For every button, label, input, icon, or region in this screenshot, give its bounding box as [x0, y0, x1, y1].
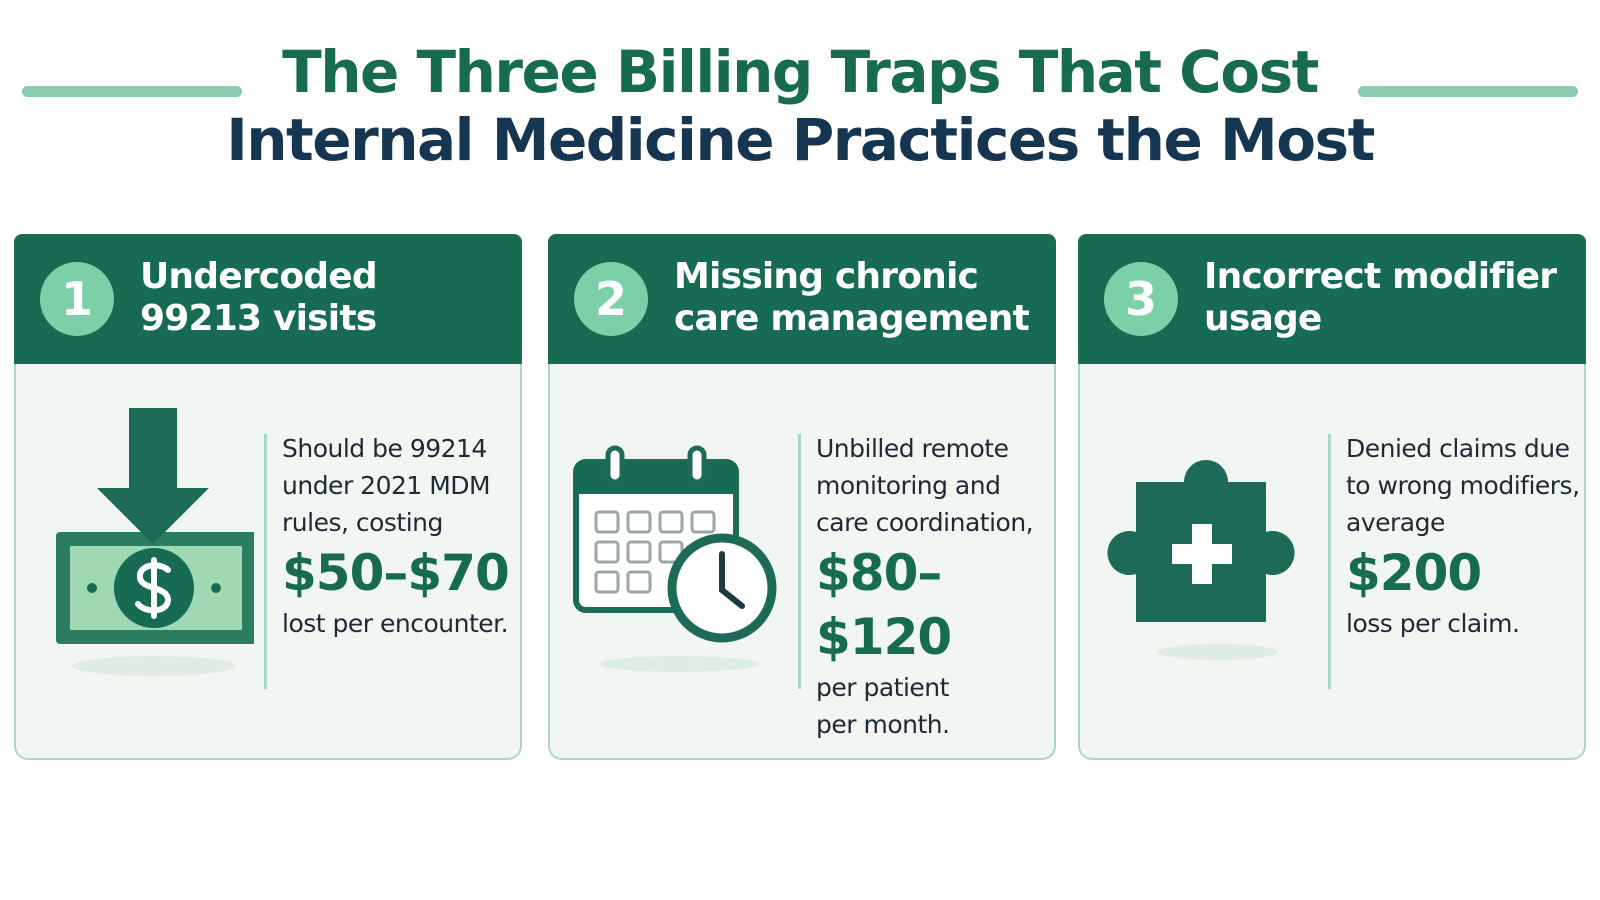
amount: $50–$70: [282, 544, 510, 602]
divider: [798, 434, 801, 689]
heading-line: Incorrect modifier: [1204, 256, 1557, 297]
card-text: Should be 99214 under 2021 MDM rules, co…: [282, 430, 510, 642]
card-heading: Undercoded 99213 visits: [140, 256, 378, 340]
heading-line: Undercoded: [140, 256, 378, 297]
card: 2 Missing chronic care management Unbille…: [548, 234, 1056, 760]
card-heading: Incorrect modifier usage: [1204, 256, 1557, 340]
description-line: to wrong modifiers,: [1346, 471, 1580, 500]
description-line: under 2021 MDM: [282, 471, 491, 500]
money-icon: [56, 408, 254, 676]
tail-line: loss per claim.: [1346, 609, 1520, 638]
card-text: Denied claims due to wrong modifiers, av…: [1346, 430, 1580, 642]
card-heading: Missing chronic care management: [674, 256, 1030, 340]
title-line: Internal Medicine Practices the Most: [226, 106, 1375, 174]
title-rule: [22, 86, 242, 97]
heading-line: Missing chronic: [674, 256, 979, 297]
divider: [264, 434, 267, 689]
amount: $200: [1346, 544, 1482, 602]
description-line: average: [1346, 508, 1445, 537]
description-line: monitoring and: [816, 471, 1001, 500]
divider: [1328, 434, 1331, 689]
card-header: 1 Undercoded 99213 visits: [14, 234, 522, 364]
heading-line: 99213 visits: [140, 298, 377, 339]
card-text: Unbilled remote monitoring and care coor…: [816, 430, 1056, 743]
description-line: rules, costing: [282, 508, 443, 537]
tail-line: lost per encounter.: [282, 609, 509, 638]
description-line: Denied claims due: [1346, 434, 1570, 463]
tail-line: per patient: [816, 673, 949, 702]
heading-line: care management: [674, 298, 1030, 339]
puzzle-icon: [1107, 460, 1295, 660]
amount: $80–$120: [816, 544, 952, 666]
card-number: 1: [40, 262, 114, 336]
card: 3 Incorrect modifier usage Denied claims …: [1078, 234, 1586, 760]
description-line: Unbilled remote: [816, 434, 1009, 463]
description-line: Should be 99214: [282, 434, 487, 463]
description-line: care coordination,: [816, 508, 1034, 537]
title-rule: [1358, 86, 1578, 97]
calendar-icon: [573, 445, 777, 672]
card: 1 Undercoded 99213 visits Should be 99214…: [14, 234, 522, 760]
heading-line: usage: [1204, 298, 1322, 339]
title: The Three Billing Traps That Cost Intern…: [0, 38, 1600, 174]
title-line: The Three Billing Traps That Cost: [282, 38, 1319, 106]
card-header: 3 Incorrect modifier usage: [1078, 234, 1586, 364]
card-header: 2 Missing chronic care management: [548, 234, 1056, 364]
card-number: 2: [574, 262, 648, 336]
card-number: 3: [1104, 262, 1178, 336]
tail-line: per month.: [816, 710, 950, 739]
